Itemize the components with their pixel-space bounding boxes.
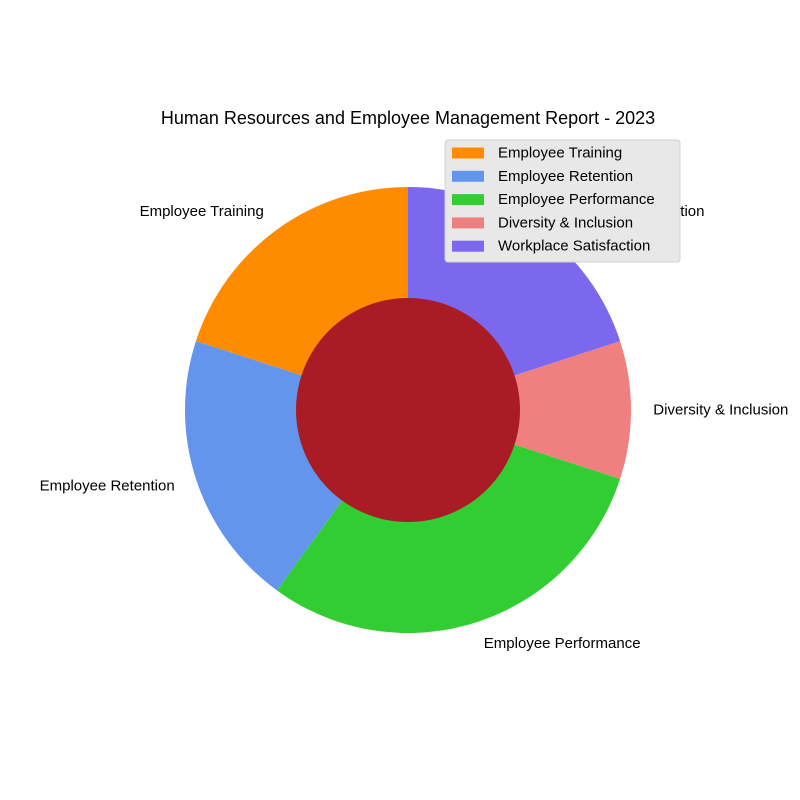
chart-title: Human Resources and Employee Management …: [161, 108, 655, 128]
slice-label-employee-performance: Employee Performance: [484, 635, 641, 652]
legend-label-employee-training: Employee Training: [498, 145, 622, 162]
legend-label-employee-retention: Employee Retention: [498, 168, 633, 185]
legend-swatch-diversity-and-inclusion: [452, 217, 484, 229]
legend-label-diversity-and-inclusion: Diversity & Inclusion: [498, 214, 633, 231]
slice-label-diversity-and-inclusion: Diversity & Inclusion: [653, 402, 788, 419]
legend-items: Employee Training Employee Retention Emplo…: [452, 145, 655, 255]
legend-swatch-employee-performance: [452, 194, 484, 206]
legend-label-workplace-satisfaction: Workplace Satisfaction: [498, 238, 650, 255]
legend-swatch-employee-training: [452, 147, 484, 159]
legend-swatch-workplace-satisfaction: [452, 240, 484, 252]
legend-frame: [444, 139, 681, 263]
donut-center: [296, 298, 520, 522]
slice-label-employee-training: Employee Training: [140, 203, 264, 220]
legend-swatch-employee-retention: [452, 170, 484, 182]
slice-label-employee-retention: Employee Retention: [40, 477, 175, 494]
legend-label-employee-performance: Employee Performance: [498, 191, 655, 208]
pie-slice-employee-performance: [276, 410, 621, 634]
legend: Employee Training Employee Retention Emplo…: [444, 139, 681, 263]
